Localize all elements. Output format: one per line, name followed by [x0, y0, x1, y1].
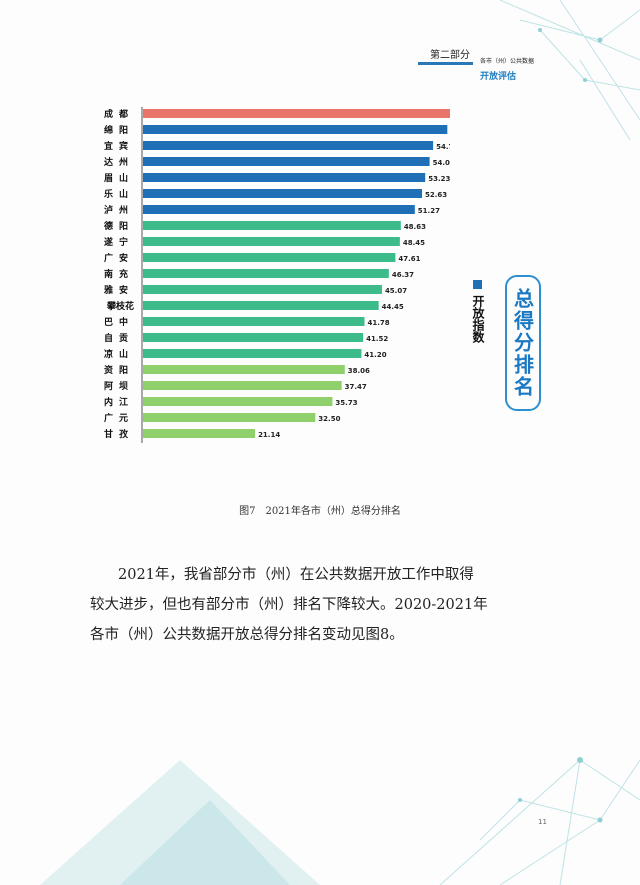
value-label: 45.07: [385, 287, 407, 295]
bar: [143, 173, 426, 182]
bar: [143, 269, 389, 278]
value-label: 51.27: [418, 207, 440, 215]
category-label: 成都: [104, 108, 134, 120]
category-label: 南充: [104, 268, 134, 280]
chart-title: 总得分排名: [510, 288, 535, 398]
bar: [143, 413, 316, 422]
body-paragraph: 2021年，我省部分市（州）在公共数据开放工作中取得 较大进步，但也有部分市（州…: [90, 560, 560, 650]
category-label: 广安: [104, 252, 134, 264]
bar: [143, 285, 382, 294]
header-accent-line: [418, 62, 473, 65]
value-label: 44.45: [382, 303, 404, 311]
section-part-label: 第二部分: [430, 50, 470, 61]
value-label: 35.73: [335, 399, 357, 407]
bar: [143, 189, 423, 198]
bar: [143, 429, 256, 438]
category-label: 广元: [104, 412, 134, 424]
legend-swatch: [472, 280, 482, 289]
bar: [143, 237, 400, 246]
value-label: 41.52: [366, 335, 388, 343]
value-label: 54.72: [436, 143, 450, 151]
value-label: 54.06: [433, 159, 450, 167]
paragraph-line-2: 较大进步，但也有部分市（州）排名下降较大。2020-2021年: [90, 597, 488, 613]
page-number: 11: [538, 818, 547, 826]
category-label: 遂宁: [104, 236, 134, 248]
bar: [143, 349, 362, 358]
chart-legend: 开放指数: [470, 280, 485, 343]
bar: [143, 141, 434, 150]
section-header: 第二部分 各市（州）公共数据 开放评估: [418, 40, 568, 90]
ranking-bar-chart: 成都62.56绵阳57.40宜宾54.72达州54.06眉山53.23乐山52.…: [103, 107, 450, 443]
figure-caption: 图7 2021年各市（州）总得分排名: [239, 506, 401, 517]
category-label: 甘孜: [104, 428, 134, 440]
category-label: 资阳: [104, 364, 134, 376]
bar: [143, 157, 430, 166]
bar: [143, 397, 333, 406]
section-sub-label: 各市（州）公共数据: [480, 58, 535, 65]
bar: [143, 381, 342, 390]
bar: [143, 301, 379, 310]
section-eval-label: 开放评估: [480, 72, 517, 82]
value-label: 32.50: [318, 415, 340, 423]
category-label: 凉山: [104, 348, 134, 360]
bar: [143, 221, 401, 230]
chart-title-box: 总得分排名: [505, 275, 541, 411]
bar: [143, 317, 365, 326]
legend-label: 开放指数: [471, 295, 485, 343]
category-label: 眉山: [104, 172, 134, 184]
value-label: 53.23: [428, 175, 450, 183]
bar: [143, 125, 448, 134]
category-label: 阿坝: [104, 380, 134, 392]
category-label: 泸州: [104, 204, 134, 216]
value-label: 41.78: [368, 319, 390, 327]
paragraph-line-1: 2021年，我省部分市（州）在公共数据开放工作中取得: [118, 567, 474, 583]
value-label: 41.20: [364, 351, 386, 359]
value-label: 46.37: [392, 271, 414, 279]
bar: [143, 205, 415, 214]
value-label: 52.63: [425, 191, 447, 199]
category-label: 德阳: [104, 220, 134, 232]
category-label: 绵阳: [104, 124, 134, 136]
category-label: 雅安: [103, 284, 134, 296]
value-label: 38.06: [348, 367, 370, 375]
bar: [143, 365, 345, 374]
value-label: 37.47: [345, 383, 367, 391]
category-label: 攀枝花: [106, 300, 134, 312]
category-label: 乐山: [104, 188, 134, 200]
value-label: 21.14: [258, 431, 280, 439]
bar: [143, 253, 396, 262]
value-label: 48.45: [403, 239, 425, 247]
bar: [143, 333, 364, 342]
category-label: 巴中: [104, 316, 134, 328]
value-label: 47.61: [398, 255, 420, 263]
category-label: 自贡: [104, 332, 134, 344]
category-label: 达州: [104, 156, 134, 168]
category-label: 内江: [104, 396, 134, 408]
value-label: 48.63: [404, 223, 426, 231]
category-label: 宜宾: [104, 140, 134, 152]
bar: [143, 109, 450, 118]
paragraph-line-3: 各市（州）公共数据开放总得分排名变动见图8。: [90, 627, 404, 643]
